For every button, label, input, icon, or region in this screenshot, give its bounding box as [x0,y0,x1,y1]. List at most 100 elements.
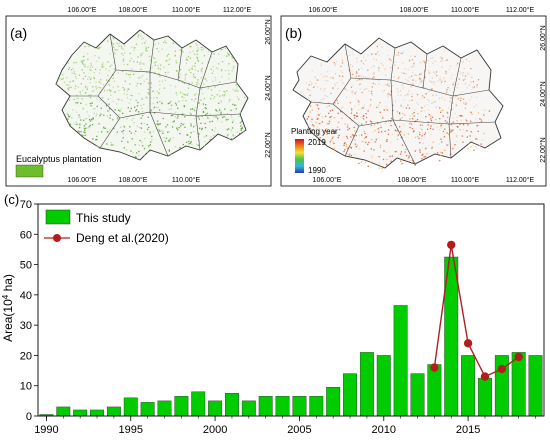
map-pixel [316,79,318,81]
map-pixel [202,46,204,49]
map-pixel [156,90,158,93]
map-pixel [134,144,136,146]
map-pixel [214,127,217,129]
map-pixel [166,55,168,57]
map-pixel [158,129,160,131]
map-pixel [307,99,309,102]
map-pixel [401,144,404,146]
map-pixel [144,42,146,44]
map-pixel [378,163,380,165]
map-pixel [121,130,123,133]
map-pixel [389,122,391,125]
map-pixel [423,136,426,138]
map-pixel [439,79,441,81]
map-pixel [196,81,198,84]
map-pixel [126,97,129,99]
map-pixel [68,99,71,101]
map-pixel [154,61,156,64]
map-pixel [316,118,318,120]
map-pixel [445,59,447,61]
map-pixel [84,65,86,68]
x-tick-label: 1995 [119,424,143,436]
map-pixel [400,90,402,92]
map-pixel [340,79,342,81]
x-tick-label: 2000 [203,424,227,436]
map-pixel [430,57,432,59]
map-pixel [452,117,454,119]
map-pixel [131,138,133,140]
map-pixel [78,114,80,116]
map-pixel [213,134,215,137]
map-pixel [212,65,214,68]
map-pixel [446,91,448,93]
map-pixel [170,108,172,110]
map-pixel [157,42,160,45]
map-pixel [433,83,435,85]
map-pixel [143,103,145,106]
map-pixel [144,33,146,35]
map-pixel [476,125,478,127]
map-pixel [100,87,102,89]
map-pixel [438,129,441,131]
map-pixel [379,111,381,113]
map-pixel [465,119,467,121]
map-pixel [313,138,315,140]
map-pixel [181,113,183,116]
map-pixel [89,102,91,105]
map-pixel [96,105,98,108]
map-pixel [341,59,343,61]
map-pixel [102,62,104,64]
lon-tick-top: 108.00°E [400,6,429,14]
map-pixel [150,86,153,89]
map-pixel [444,128,446,130]
map-pixel [360,116,362,118]
map-pixel [374,83,376,85]
map-pixel [380,144,382,146]
map-pixel [467,124,469,126]
map-pixel [196,51,198,53]
map-pixel [194,65,196,67]
map-pixel [149,55,151,57]
map-pixel [475,118,477,120]
map-pixel [371,86,373,88]
map-pixel [83,131,85,133]
map-pixel [401,132,403,134]
map-pixel [138,144,140,146]
map-pixel [137,112,140,114]
map-a-lon-ticks-bottom: 106.00°E 108.00°E 110.00°E [68,176,201,184]
map-pixel [349,54,351,56]
map-pixel [89,82,91,84]
map-pixel [119,110,121,112]
map-pixel [140,104,142,107]
map-pixel [142,145,144,147]
map-pixel [190,141,192,143]
map-pixel [227,134,229,136]
map-pixel [442,109,444,111]
map-pixel [460,100,462,102]
map-pixel [397,91,399,93]
bar-2007 [326,387,341,417]
map-pixel [111,64,113,66]
map-pixel [213,53,215,55]
map-pixel [428,72,430,74]
map-pixel [224,69,227,72]
map-pixel [69,124,72,126]
map-pixel [363,105,365,107]
map-pixel [207,117,209,119]
map-pixel [408,99,411,102]
map-pixel [215,67,217,69]
bar-2005 [292,396,307,417]
map-pixel [405,148,407,151]
map-pixel [452,121,454,123]
map-pixel [66,112,68,115]
map-pixel [327,102,330,104]
map-pixel [70,69,73,71]
map-pixel [419,124,422,126]
map-pixel [336,99,338,102]
map-pixel [380,124,382,126]
map-pixel [82,108,84,110]
map-pixel [374,141,376,143]
map-pixel [326,133,328,135]
map-pixel [323,98,325,100]
map-pixel [321,115,323,117]
